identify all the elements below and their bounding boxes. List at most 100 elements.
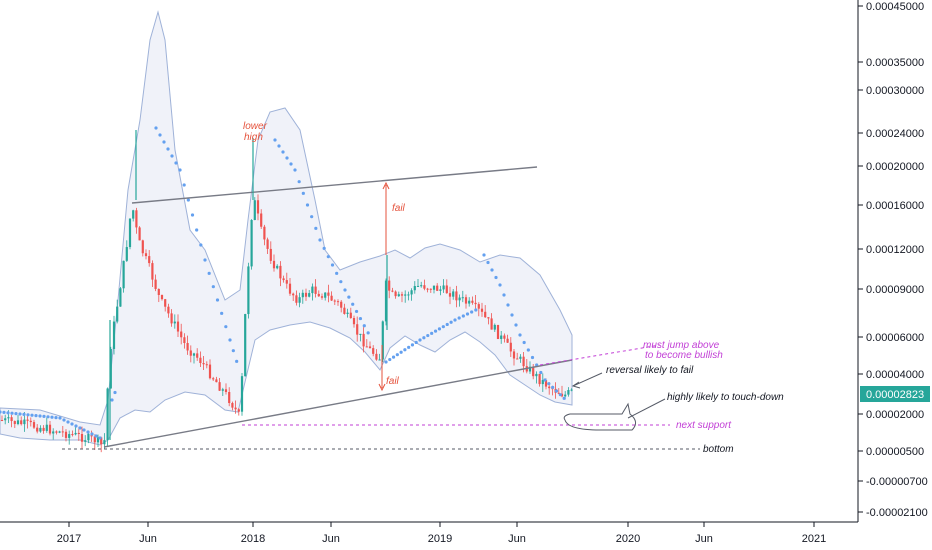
price-tick-label: 0.00009000 — [866, 284, 924, 296]
sar-dot — [347, 295, 351, 299]
candle-body — [247, 266, 250, 315]
candle-body — [148, 256, 151, 264]
current-price-label: 0.00002823 — [866, 389, 924, 401]
time-axis[interactable]: 2017 Jun 2018 Jun 2019 Jun 2020 Jun 2021 — [57, 522, 826, 545]
reversal-arrow-head — [571, 381, 581, 389]
candle-body — [455, 291, 458, 301]
current-price-badge — [860, 386, 930, 402]
price-tick-label: 0.00000500 — [866, 446, 924, 458]
sar-dot — [58, 416, 62, 420]
price-tick-label: 0.00020000 — [866, 161, 924, 173]
candle-body — [55, 431, 58, 433]
price-tick-label: -0.00000700 — [866, 476, 928, 488]
candle-body — [436, 285, 439, 291]
candle-body — [106, 388, 109, 441]
sar-dot — [362, 324, 366, 328]
annotation-become-bullish: to become bullish — [645, 350, 723, 361]
candle-body — [375, 353, 378, 360]
candle-body — [176, 321, 180, 332]
touchdown-line — [627, 398, 666, 419]
sar-dot — [26, 413, 30, 417]
candle-body — [311, 286, 314, 294]
candle-body — [423, 285, 426, 289]
annotation-lower: lower — [243, 121, 268, 132]
candle-body — [365, 346, 368, 348]
candle-body — [39, 427, 42, 432]
candle-body — [45, 424, 48, 431]
candle-body — [109, 348, 112, 389]
sar-dot — [82, 428, 86, 432]
annotation-must-jump: must jump above — [643, 340, 720, 351]
candle-body — [474, 302, 477, 305]
candle-body — [20, 420, 23, 425]
candle-body — [320, 296, 324, 298]
sar-dot — [543, 378, 547, 382]
candle-body — [420, 285, 423, 287]
candle-body — [292, 293, 295, 296]
candle-body — [74, 432, 77, 435]
candle-body — [532, 366, 535, 377]
sar-dot — [228, 338, 232, 342]
sar-dot — [220, 311, 224, 315]
candle-body — [468, 300, 471, 304]
candle-body — [61, 431, 64, 433]
candle-body — [461, 297, 464, 299]
price-tick-label: 0.00002000 — [866, 409, 924, 421]
price-axis[interactable]: 0.00045000 0.00035000 0.00030000 0.00024000… — [858, 1, 928, 519]
candle-body — [180, 331, 183, 338]
sar-dot — [482, 253, 486, 257]
sar-dot — [46, 415, 50, 419]
sar-dot — [437, 327, 442, 331]
candle-body — [48, 424, 52, 434]
sar-dot — [465, 312, 470, 316]
sar-dot — [301, 191, 305, 195]
candle-body — [122, 260, 125, 289]
candle-body — [448, 293, 452, 297]
candle-body — [314, 286, 317, 294]
sar-dot — [326, 255, 330, 259]
candle-body — [288, 283, 292, 294]
candle-body — [7, 417, 10, 419]
sar-dot — [235, 359, 239, 363]
candle-body — [317, 293, 320, 297]
sar-dot — [441, 325, 445, 329]
candle-body — [167, 306, 170, 314]
candle-body — [103, 440, 106, 445]
candle-body — [128, 218, 132, 248]
price-tick-label: 0.00030000 — [866, 85, 924, 97]
time-tick-label: Jun — [322, 533, 340, 545]
candle-body — [400, 294, 404, 296]
candle-body — [138, 227, 141, 241]
candle-body — [503, 335, 506, 339]
candle-body — [416, 285, 420, 287]
sar-dot — [277, 144, 281, 148]
sar-dot — [410, 343, 415, 347]
sar-dot — [384, 360, 388, 364]
candle-body — [301, 292, 304, 298]
annotation-fail-bottom: fail — [386, 376, 400, 387]
sar-dot — [305, 203, 310, 207]
candle-body — [452, 291, 455, 297]
candle-body — [100, 437, 103, 445]
candle-body — [221, 389, 224, 391]
candle-body — [298, 297, 301, 303]
candle-body — [237, 409, 240, 412]
sar-dot — [314, 226, 318, 230]
sar-dot — [514, 323, 518, 327]
sar-dot — [366, 331, 370, 335]
candle-body — [42, 427, 45, 431]
sar-dot — [289, 162, 293, 166]
candle-body — [544, 380, 548, 387]
sar-dot — [461, 314, 465, 318]
candle-body — [484, 311, 487, 318]
sar-dot — [38, 414, 42, 418]
candle-body — [356, 324, 359, 335]
candle-body — [231, 403, 234, 408]
sar-dot — [433, 329, 438, 333]
sar-dot — [74, 424, 78, 428]
candle-body — [218, 382, 221, 391]
sar-dot — [174, 161, 178, 165]
sar-dot — [418, 338, 422, 342]
candle-body — [116, 306, 119, 322]
